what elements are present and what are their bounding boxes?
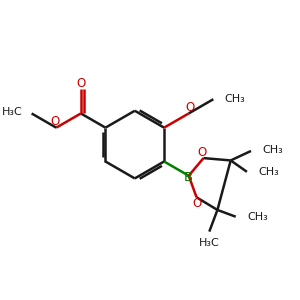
Text: O: O xyxy=(192,197,201,210)
Text: CH₃: CH₃ xyxy=(225,94,245,104)
Text: B: B xyxy=(184,171,193,184)
Text: CH₃: CH₃ xyxy=(258,167,279,177)
Text: CH₃: CH₃ xyxy=(262,145,283,155)
Text: CH₃: CH₃ xyxy=(247,212,268,222)
Text: H₃C: H₃C xyxy=(2,106,22,117)
Text: O: O xyxy=(185,101,195,114)
Text: H₃C: H₃C xyxy=(199,238,220,248)
Text: O: O xyxy=(197,146,207,159)
Text: O: O xyxy=(50,115,59,128)
Text: O: O xyxy=(76,77,86,90)
